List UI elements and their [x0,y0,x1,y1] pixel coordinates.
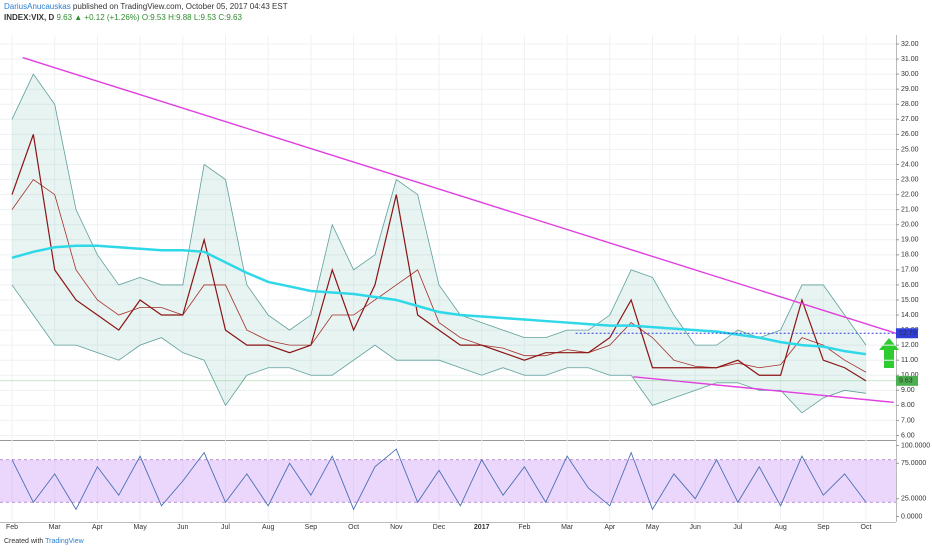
x-tick-label: Jun [177,524,188,531]
author[interactable]: DariusAnucauskas [4,2,71,11]
y-tick-label: 12.00 [901,342,919,349]
band-lower [11,284,867,414]
x-tick-label: Jul [733,524,742,531]
y-tick-label: 10.00 [901,372,919,379]
footer: Created with TradingView [4,538,85,545]
y-tick-label: 28.00 [901,101,919,108]
last: 9.63 [56,13,72,22]
x-tick-label: Feb [518,524,530,531]
x-tick-label: Aug [262,524,275,531]
footer-text: Created with [4,538,43,545]
y-tick-label: 31.00 [901,56,919,63]
y-tick-label: 16.00 [901,282,919,289]
x-tick-label: Oct [861,524,872,531]
y-tick-label: 0.0000 [901,513,923,520]
x-tick-label: Feb [6,524,18,531]
y-tick-label: 7.00 [901,417,915,424]
y-tick-label: 22.00 [901,191,919,198]
footer-brand[interactable]: TradingView [45,538,84,545]
x-tick-label: May [133,524,147,531]
y-tick-label: 75.0000 [901,460,926,467]
y-tick-label: 15.00 [901,297,919,304]
x-tick-label: May [646,524,660,531]
y-tick-label: 6.00 [901,432,915,439]
header-line: DariusAnucauskas published on TradingVie… [4,2,288,11]
published: published on TradingView.com, October 05… [71,2,288,11]
price-line [11,178,867,373]
y-tick-label: 24.00 [901,161,919,168]
y-tick-label: 29.00 [901,86,919,93]
price-marker [896,328,918,339]
y-tick-label: 32.00 [901,41,919,48]
price-line [11,244,867,356]
price-marker-label: 12.79 [899,330,917,337]
y-tick-label: 23.00 [901,176,919,183]
band-upper [11,73,867,346]
open: O:9.53 [142,13,167,22]
y-tick-label: 14.00 [901,312,919,319]
y-tick-label: 9.00 [901,387,915,394]
y-tick-label: 30.00 [901,71,919,78]
trendline [22,56,897,334]
x-tick-label: Jun [690,524,701,531]
y-tick-label: 25.0000 [901,496,926,503]
price-marker-label: 9.63 [899,378,913,385]
quote-line: INDEX:VIX, D 9.63 ▲ +0.12 (+1.26%) O:9.5… [4,13,242,22]
y-tick-label: 17.00 [901,267,919,274]
x-tick-label: Sep [305,524,318,531]
close: C:9.63 [218,13,242,22]
y-tick-label: 21.00 [901,206,919,213]
y-tick-label: 26.00 [901,131,919,138]
x-tick-label: Nov [390,524,403,531]
x-tick-label: 2017 [474,524,490,531]
y-tick-label: 18.00 [901,252,919,259]
x-tick-label: Dec [433,524,446,531]
price-line [11,134,867,382]
x-tick-label: Mar [561,524,574,531]
y-tick-label: 11.00 [901,357,918,364]
y-tick-label: 100.0000 [901,442,930,449]
oscillator-line [11,448,867,511]
x-tick-label: Apr [92,524,104,531]
x-tick-label: Sep [817,524,830,531]
y-tick-label: 20.00 [901,222,919,229]
y-tick-label: 8.00 [901,402,915,409]
x-tick-label: Aug [774,524,787,531]
x-tick-label: Mar [49,524,62,531]
y-tick-label: 19.00 [901,237,919,244]
y-tick-label: 27.00 [901,116,919,123]
x-tick-label: Oct [348,524,359,531]
change: ▲ +0.12 (+1.26%) [74,13,140,22]
x-tick-label: Jul [221,524,230,531]
low: L:9.53 [194,13,217,22]
high: H:9.88 [168,13,192,22]
y-tick-label: 25.00 [901,146,919,153]
price-marker [896,375,918,386]
symbol: INDEX:VIX, D [4,13,54,22]
band-fill [0,459,896,503]
x-tick-label: Apr [604,524,616,531]
